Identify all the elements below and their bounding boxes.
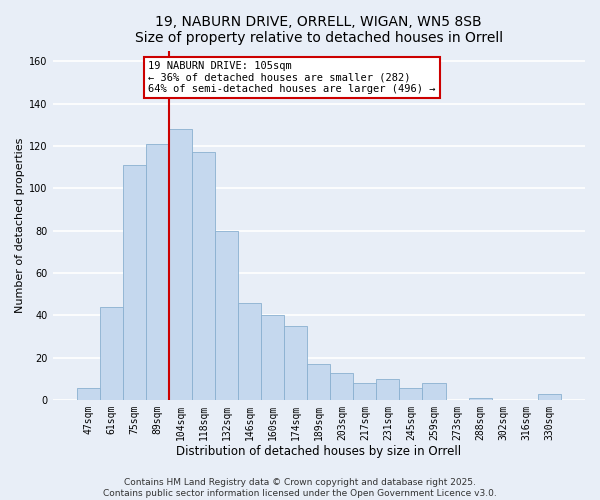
Bar xyxy=(77,388,100,400)
Text: 19 NABURN DRIVE: 105sqm
← 36% of detached houses are smaller (282)
64% of semi-d: 19 NABURN DRIVE: 105sqm ← 36% of detache… xyxy=(148,61,436,94)
Title: 19, NABURN DRIVE, ORRELL, WIGAN, WN5 8SB
Size of property relative to detached h: 19, NABURN DRIVE, ORRELL, WIGAN, WN5 8SB… xyxy=(135,15,503,45)
Bar xyxy=(169,129,192,400)
Bar xyxy=(422,384,446,400)
Y-axis label: Number of detached properties: Number of detached properties xyxy=(15,138,25,313)
Text: Contains HM Land Registry data © Crown copyright and database right 2025.
Contai: Contains HM Land Registry data © Crown c… xyxy=(103,478,497,498)
Bar xyxy=(400,388,422,400)
Bar xyxy=(238,302,261,400)
Bar xyxy=(538,394,561,400)
X-axis label: Distribution of detached houses by size in Orrell: Distribution of detached houses by size … xyxy=(176,444,461,458)
Bar xyxy=(376,379,400,400)
Bar xyxy=(146,144,169,400)
Bar xyxy=(469,398,491,400)
Bar xyxy=(261,316,284,400)
Bar xyxy=(215,230,238,400)
Bar xyxy=(192,152,215,400)
Bar xyxy=(100,307,123,400)
Bar xyxy=(123,165,146,400)
Bar xyxy=(353,384,376,400)
Bar xyxy=(330,372,353,400)
Bar xyxy=(307,364,330,400)
Bar xyxy=(284,326,307,400)
